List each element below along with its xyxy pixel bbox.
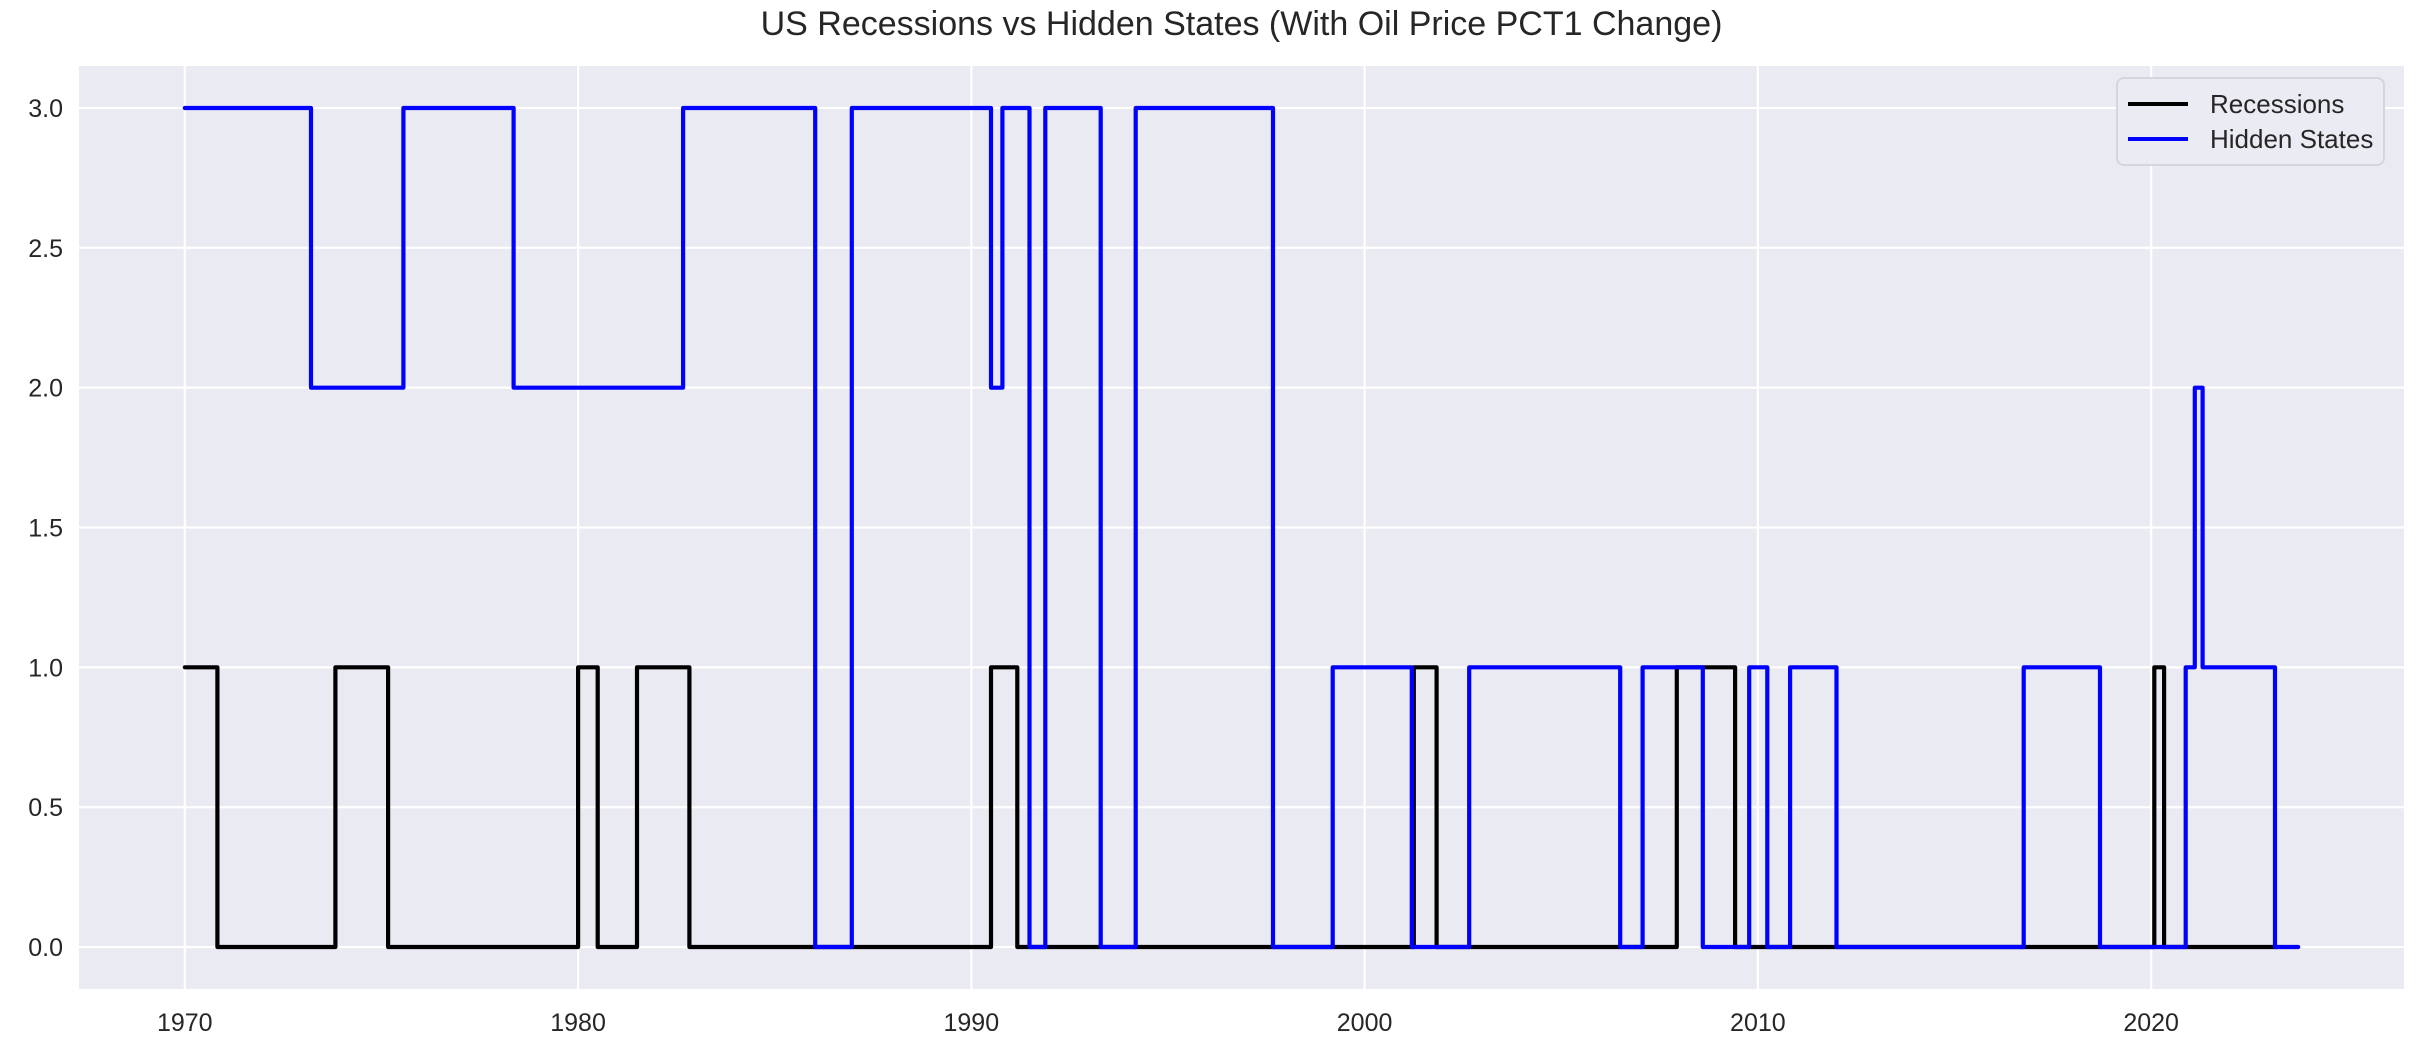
legend-label-recessions: Recessions <box>2210 88 2345 119</box>
x-tick-label: 2020 <box>2123 1009 2179 1037</box>
legend-label-hidden-states: Hidden States <box>2210 124 2374 155</box>
legend-entry-recessions: Recessions <box>2128 91 2383 117</box>
y-tick-label: 3.0 <box>28 95 63 123</box>
chart-title: US Recessions vs Hidden States (With Oil… <box>760 5 1723 43</box>
y-tick-label: 2.5 <box>28 235 63 263</box>
legend-line-hidden-states-icon <box>2128 137 2188 142</box>
x-tick-label: 1990 <box>944 1009 1000 1037</box>
legend-entry-hidden-states: Hidden States <box>2128 126 2383 152</box>
y-tick-label: 2.0 <box>28 375 63 403</box>
series-path-recessions <box>182 665 2280 950</box>
x-tick-label: 1980 <box>550 1009 606 1037</box>
legend-line-recessions-icon <box>2128 101 2188 106</box>
y-tick-label: 1.5 <box>28 515 63 543</box>
x-tick-label: 2010 <box>1730 1009 1786 1037</box>
series-path-hidden-states <box>182 105 2301 950</box>
x-tick-label: 1970 <box>157 1009 213 1037</box>
y-tick-label: 0.0 <box>28 934 63 962</box>
y-tick-label: 1.0 <box>28 654 63 682</box>
x-tick-label: 2000 <box>1337 1009 1393 1037</box>
legend: Recessions Hidden States <box>2116 77 2385 166</box>
y-tick-label: 0.5 <box>28 794 63 822</box>
